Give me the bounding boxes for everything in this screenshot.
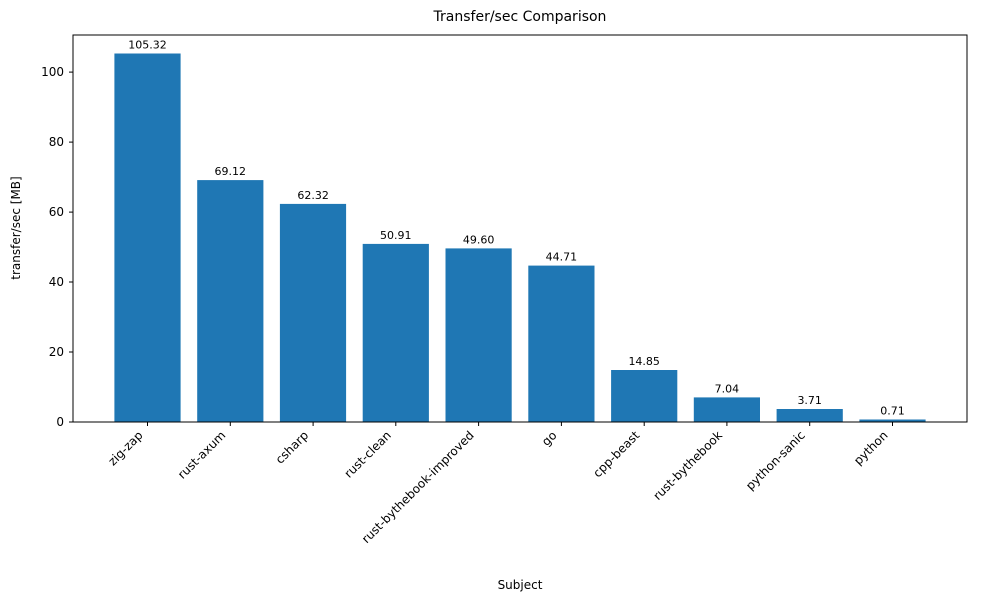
- y-tick-label: 20: [49, 345, 64, 359]
- y-tick-label: 0: [56, 415, 64, 429]
- bar-value-label: 7.04: [715, 382, 740, 395]
- bar-cpp-beast: [611, 370, 678, 422]
- plot-area: 105.32 69.12 62.32 50.91 49.60 44.71 14.85 7.04…: [41, 34, 968, 546]
- bar-value-label: 50.91: [380, 229, 412, 242]
- bar-rust-bythebook-improved: [445, 248, 512, 422]
- y-tick-label: 40: [49, 275, 64, 289]
- x-tick-label-python-sanic: python-sanic: [743, 428, 808, 493]
- axes-frame: [72, 34, 968, 423]
- bar-zig-zap: [114, 53, 181, 422]
- bar-csharp: [279, 203, 347, 422]
- y-tick-label: 60: [49, 205, 64, 219]
- bar-rust-axum: [197, 180, 264, 422]
- bar-value-label: 14.85: [628, 355, 660, 368]
- bar-rust-clean: [362, 243, 429, 422]
- x-tick-label-rust-bythebook: rust-bythebook: [650, 428, 725, 503]
- bar-value-label: 3.71: [797, 394, 822, 407]
- x-tick-label-python: python: [851, 428, 891, 468]
- x-tick-label-csharp: csharp: [273, 428, 311, 466]
- x-axis-label: Subject: [498, 578, 543, 592]
- bar-python: [859, 419, 926, 422]
- bar-value-label: 105.32: [128, 39, 167, 52]
- x-tick-label-zig-zap: zig-zap: [105, 428, 145, 468]
- y-axis-label: transfer/sec [MB]: [9, 176, 23, 279]
- x-tick-label-rust-axum: rust-axum: [175, 428, 228, 481]
- x-tick-label-cpp-beast: cpp-beast: [590, 428, 642, 480]
- bar-go: [528, 265, 595, 422]
- bar-value-label: 0.71: [880, 405, 905, 418]
- bar-value-label: 49.60: [463, 233, 495, 246]
- bar-python-sanic: [776, 409, 843, 422]
- bar-value-label: 69.12: [215, 165, 247, 178]
- y-tick-label: 80: [49, 135, 64, 149]
- bar-value-label: 62.32: [297, 189, 329, 202]
- chart-title: Transfer/sec Comparison: [433, 9, 607, 25]
- bar-value-label: 44.71: [546, 251, 578, 264]
- y-tick-label: 100: [41, 65, 64, 79]
- bar-rust-bythebook: [693, 397, 760, 422]
- x-tick-label-rust-clean: rust-clean: [342, 428, 394, 480]
- x-tick-label-go: go: [539, 428, 559, 448]
